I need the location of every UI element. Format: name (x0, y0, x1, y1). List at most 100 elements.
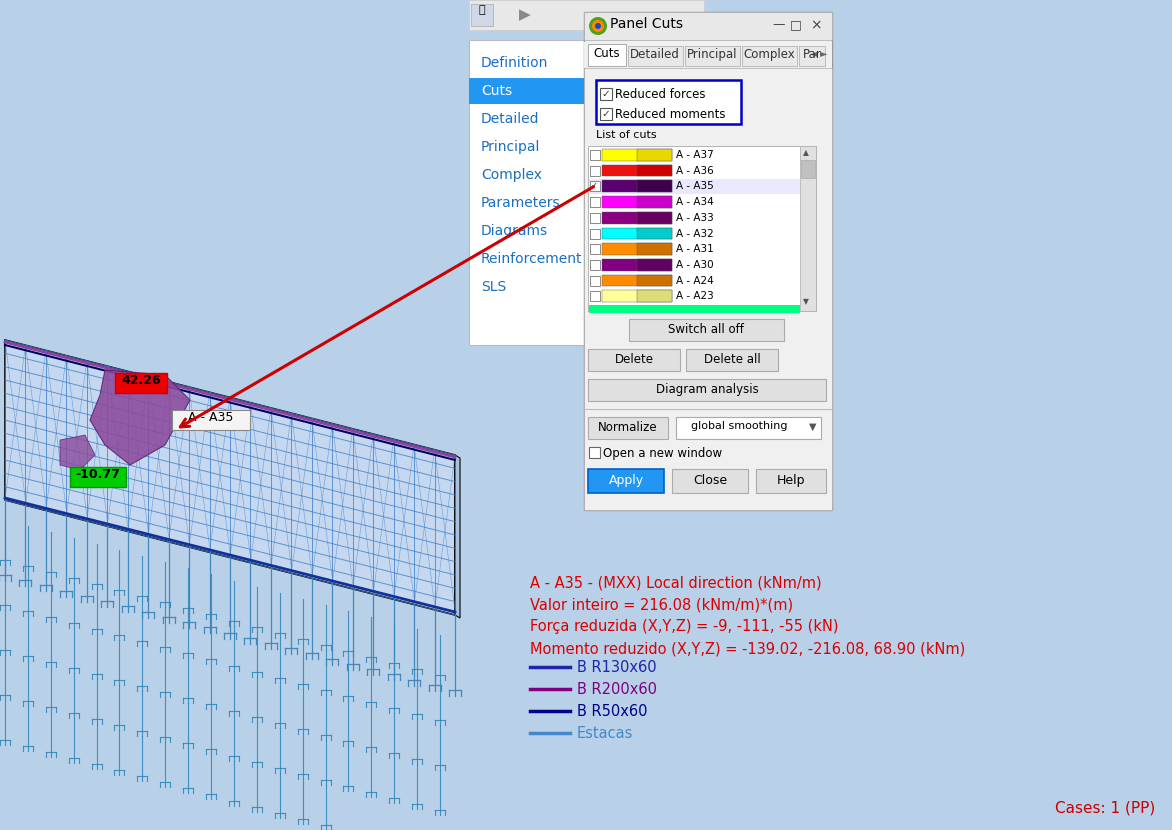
Text: Cuts: Cuts (594, 47, 620, 60)
Text: Help: Help (777, 474, 805, 487)
Text: A - A35: A - A35 (676, 182, 714, 192)
Text: ◄: ◄ (810, 48, 818, 58)
Text: ▼: ▼ (809, 422, 817, 432)
Bar (590, 195, 800, 210)
Bar (469, 78, 584, 104)
Text: Reduced moments: Reduced moments (615, 108, 725, 121)
Bar (590, 179, 800, 194)
Text: Momento reduzido (X,Y,Z) = -139.02, -216.08, 68.90 (kNm): Momento reduzido (X,Y,Z) = -139.02, -216… (530, 641, 966, 656)
Text: A - A30: A - A30 (676, 260, 714, 270)
Bar (590, 166, 600, 176)
Polygon shape (455, 455, 459, 618)
Text: Delete: Delete (614, 353, 654, 366)
Text: ✓: ✓ (601, 109, 609, 119)
Text: B R130x60: B R130x60 (577, 660, 656, 675)
Text: A - A37: A - A37 (676, 150, 714, 160)
Bar (590, 447, 600, 458)
Bar (590, 290, 800, 304)
Text: 42.26: 42.26 (121, 374, 161, 387)
Bar (602, 149, 672, 161)
Text: Cases: 1 (PP): Cases: 1 (PP) (1055, 800, 1154, 815)
Text: Normalize: Normalize (598, 421, 657, 434)
Bar (629, 319, 784, 341)
Text: B R50x60: B R50x60 (577, 704, 647, 719)
Text: Estacas: Estacas (577, 726, 633, 741)
Bar (638, 243, 672, 255)
Bar (590, 164, 800, 178)
Text: A - A34: A - A34 (676, 198, 714, 208)
Text: Principal: Principal (481, 140, 540, 154)
Bar (602, 227, 672, 239)
Bar (742, 46, 797, 66)
Bar (602, 212, 672, 223)
Text: -10.77: -10.77 (75, 468, 121, 481)
Text: Reinforcement: Reinforcement (481, 252, 582, 266)
Text: A - A24: A - A24 (676, 276, 714, 286)
Text: ×: × (810, 18, 822, 32)
Bar (590, 291, 600, 301)
Text: ▲: ▲ (803, 148, 809, 157)
Text: A - A35 - (MXX) Local direction (kNm/m): A - A35 - (MXX) Local direction (kNm/m) (530, 575, 822, 590)
Bar (172, 410, 250, 430)
Bar (638, 290, 672, 302)
Text: A - A33: A - A33 (676, 212, 714, 223)
Bar (590, 198, 600, 208)
Text: A - A31: A - A31 (676, 244, 714, 254)
Bar (590, 182, 600, 192)
Text: Switch all off: Switch all off (668, 323, 744, 336)
Bar (602, 275, 672, 286)
Circle shape (592, 20, 604, 32)
Bar (590, 150, 600, 160)
Bar (672, 469, 748, 493)
Polygon shape (60, 435, 95, 470)
Bar (602, 196, 672, 208)
Text: Complex: Complex (481, 168, 541, 182)
Polygon shape (90, 370, 190, 465)
Text: Principal: Principal (687, 48, 737, 61)
Bar (590, 242, 800, 257)
Text: ✓: ✓ (591, 181, 598, 190)
Text: Parameters: Parameters (481, 196, 560, 210)
Bar (638, 275, 672, 286)
Bar (590, 211, 800, 226)
Bar (590, 212, 600, 223)
Text: B R200x60: B R200x60 (577, 682, 657, 697)
Text: ▶: ▶ (519, 7, 531, 22)
Text: Diagrams: Diagrams (481, 224, 548, 238)
Bar (686, 349, 778, 371)
Bar (602, 259, 672, 271)
Bar (115, 373, 166, 393)
Text: 🖼: 🖼 (478, 5, 485, 15)
Bar (471, 4, 493, 26)
Bar (756, 469, 826, 493)
Bar (800, 146, 816, 311)
Bar (70, 467, 127, 487)
Bar (584, 42, 832, 68)
Text: A - A36: A - A36 (676, 166, 714, 176)
Bar (588, 379, 826, 401)
Bar (590, 305, 800, 313)
Text: □: □ (790, 18, 802, 31)
Text: Open a new window: Open a new window (604, 447, 722, 460)
Bar (590, 148, 800, 163)
Text: —: — (772, 18, 784, 31)
Bar (638, 164, 672, 177)
Bar (590, 227, 800, 242)
Text: Delete all: Delete all (703, 353, 761, 366)
Text: Definition: Definition (481, 56, 548, 70)
Bar (600, 108, 612, 120)
Bar (584, 68, 832, 510)
Text: Apply: Apply (608, 474, 643, 487)
Bar (638, 149, 672, 161)
Bar (638, 196, 672, 208)
Text: Diagram analysis: Diagram analysis (655, 383, 758, 396)
Bar (638, 212, 672, 223)
Bar (590, 244, 600, 254)
Text: Detailed: Detailed (631, 48, 680, 61)
Bar (638, 180, 672, 192)
Bar (590, 276, 600, 286)
Text: A - A23: A - A23 (676, 291, 714, 301)
Bar (800, 160, 815, 178)
Bar (584, 12, 832, 510)
Text: SLS: SLS (481, 280, 506, 294)
